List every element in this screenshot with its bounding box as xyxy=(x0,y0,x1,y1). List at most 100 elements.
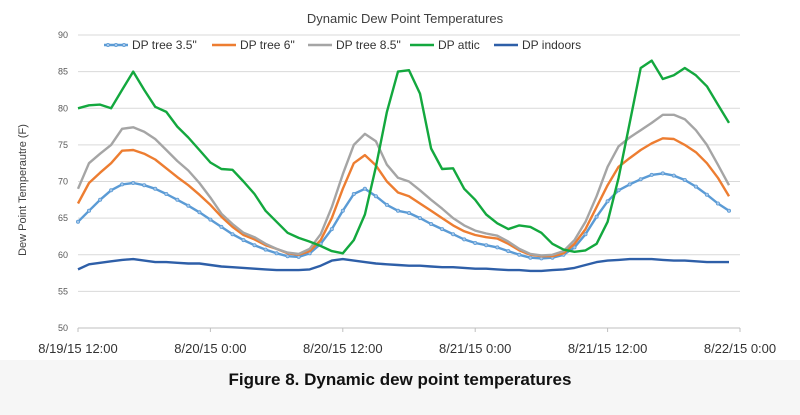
data-point xyxy=(98,197,103,202)
x-tick-label: 8/19/15 12:00 xyxy=(38,341,118,356)
legend-label: DP attic xyxy=(438,38,480,52)
data-point xyxy=(660,171,665,176)
chart-panel: Dynamic Dew Point Temperatures Dew Point… xyxy=(17,11,777,356)
data-point xyxy=(649,172,654,177)
legend-marker xyxy=(114,43,119,48)
y-tick-label: 90 xyxy=(58,30,68,40)
legend-marker xyxy=(106,43,111,48)
legend-item: DP indoors xyxy=(494,38,581,52)
data-point xyxy=(384,202,389,207)
data-point xyxy=(506,249,511,254)
data-point xyxy=(142,183,147,188)
data-point xyxy=(727,208,732,213)
series-dp-indoors xyxy=(77,257,729,273)
y-tick-label: 50 xyxy=(58,323,68,333)
data-point xyxy=(627,182,632,187)
x-tick-label: 8/20/15 12:00 xyxy=(303,341,383,356)
data-point xyxy=(440,227,445,232)
y-tick-label: 65 xyxy=(58,213,68,223)
data-point xyxy=(340,208,345,213)
x-axis-ticks: 8/19/15 12:00 8/20/15 0:00 8/20/15 12:00 8/… xyxy=(38,327,776,356)
data-point xyxy=(462,237,467,242)
data-point xyxy=(682,177,687,182)
chart-title: Dynamic Dew Point Temperatures xyxy=(307,11,504,26)
data-point xyxy=(153,186,158,191)
series-dp-tree-3-5 xyxy=(76,171,732,261)
data-point xyxy=(616,188,621,193)
data-point xyxy=(373,194,378,199)
data-point xyxy=(329,227,334,232)
data-point xyxy=(583,232,588,237)
legend-label: DP indoors xyxy=(522,38,581,52)
series-line xyxy=(77,172,730,260)
data-point xyxy=(263,247,268,252)
data-point xyxy=(186,203,191,208)
series-line xyxy=(77,59,731,255)
data-point xyxy=(528,255,533,260)
data-point xyxy=(252,243,257,248)
data-point xyxy=(638,177,643,182)
series-line xyxy=(76,137,731,258)
legend: DP tree 3.5" DP tree 6" DP tree 8.5" DP att… xyxy=(104,38,581,52)
data-point xyxy=(197,210,202,215)
legend-item: DP tree 6" xyxy=(212,38,295,52)
data-point xyxy=(76,219,81,224)
data-point xyxy=(693,184,698,189)
data-point xyxy=(406,210,411,215)
y-tick-label: 75 xyxy=(58,140,68,150)
data-point xyxy=(417,216,422,221)
data-point xyxy=(605,199,610,204)
series-lines xyxy=(76,59,732,273)
data-point xyxy=(164,191,169,196)
y-axis-ticks: 50 55 60 65 70 75 80 85 90 xyxy=(58,30,68,333)
data-point xyxy=(473,240,478,245)
data-point xyxy=(351,191,356,196)
data-point xyxy=(395,208,400,213)
series-line xyxy=(76,113,731,257)
data-point xyxy=(285,254,290,259)
x-tick-label: 8/20/15 0:00 xyxy=(174,341,246,356)
data-point xyxy=(715,201,720,206)
line-chart: Dynamic Dew Point Temperatures Dew Point… xyxy=(17,11,776,356)
data-point xyxy=(208,217,213,222)
data-point xyxy=(109,188,114,193)
series-dp-tree-6 xyxy=(76,137,731,258)
legend-item: DP tree 8.5" xyxy=(308,38,401,52)
y-tick-label: 60 xyxy=(58,250,68,260)
series-dp-tree-8-5 xyxy=(76,113,731,257)
y-tick-label: 55 xyxy=(58,286,68,296)
legend-item: DP attic xyxy=(410,38,480,52)
data-point xyxy=(241,238,246,243)
data-point xyxy=(429,221,434,226)
data-point xyxy=(274,251,279,256)
series-dp-attic xyxy=(77,59,731,255)
series-line xyxy=(77,257,729,273)
y-tick-label: 70 xyxy=(58,177,68,187)
data-point xyxy=(451,232,456,237)
y-axis-label: Dew Point Temperautre (F) xyxy=(17,124,29,256)
figure-caption: Figure 8. Dynamic dew point temperatures xyxy=(228,370,572,389)
x-tick-label: 8/21/15 0:00 xyxy=(439,341,511,356)
x-tick-label: 8/22/15 0:00 xyxy=(704,341,776,356)
legend-label: DP tree 3.5" xyxy=(132,38,197,52)
legend-marker xyxy=(122,43,127,48)
data-point xyxy=(517,252,522,257)
data-point xyxy=(219,224,224,229)
legend-label: DP tree 8.5" xyxy=(336,38,401,52)
data-point xyxy=(230,232,235,237)
data-point xyxy=(362,186,367,191)
data-point xyxy=(704,192,709,197)
y-tick-label: 80 xyxy=(58,103,68,113)
data-point xyxy=(87,208,92,213)
data-point xyxy=(594,214,599,219)
data-point xyxy=(484,243,489,248)
legend-item: DP tree 3.5" xyxy=(104,38,197,52)
x-tick-label: 8/21/15 12:00 xyxy=(568,341,648,356)
data-point xyxy=(671,173,676,178)
data-point xyxy=(495,245,500,250)
data-point xyxy=(120,182,125,187)
legend-label: DP tree 6" xyxy=(240,38,295,52)
y-tick-label: 85 xyxy=(58,67,68,77)
data-point xyxy=(572,245,577,250)
data-point xyxy=(131,180,136,185)
